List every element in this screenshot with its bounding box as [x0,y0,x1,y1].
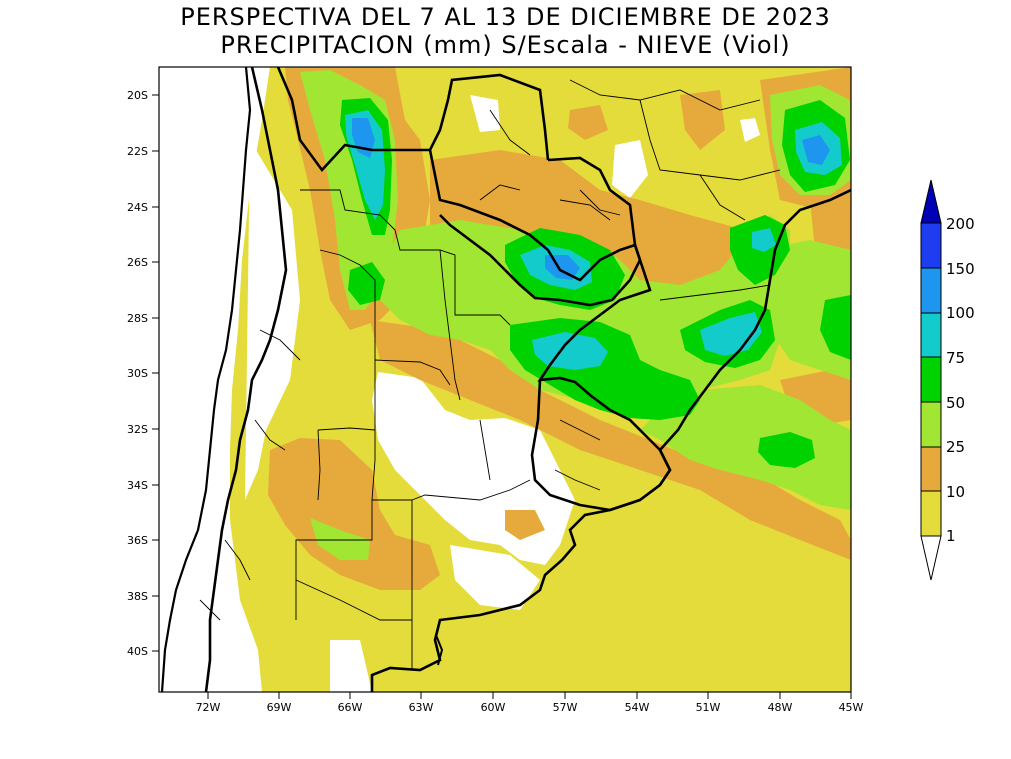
field-100-brazil [802,135,830,165]
legend-label: 10 [946,483,965,501]
map-title-line1: PERSPECTIVA DEL 7 AL 13 DE DICIEMBRE DE … [180,3,831,31]
lat-label: 24S [127,201,148,214]
map-title-line2: PRECIPITACION (mm) S/Escala - NIEVE (Vio… [220,31,791,59]
field-10-small-1 [568,105,608,140]
province-borders [199,79,781,670]
lon-label: 48W [768,701,793,714]
lon-label: 69W [267,701,292,714]
field-25-small [430,276,450,294]
field-white-south [330,640,372,692]
patagonia-coastline [434,619,444,666]
lon-label: 60W [481,701,506,714]
field-white-north-3 [740,118,760,142]
lat-label: 28S [127,312,148,325]
legend-swatch-1-10 [920,490,942,537]
field-white-north-2 [612,140,648,198]
legend-swatch-25-50 [920,401,942,448]
legend-swatch-75-100 [920,312,942,358]
lat-label: 30S [127,367,148,380]
legend-label: 25 [946,438,965,456]
legend-swatch-50-75 [920,356,942,403]
lon-label: 57W [553,701,578,714]
field-10-pampas-band [370,320,851,560]
map-field [159,67,851,692]
legend-label: 150 [946,260,975,278]
legend-label: 50 [946,394,965,412]
legend-label: 200 [946,215,975,233]
field-75-litoral [532,332,608,370]
field-white-southeast [450,545,540,610]
field-50-uy [758,432,815,468]
field-50-andes-south [348,262,385,305]
lon-axis: 72W 69W 66W 63W 60W 57W 54W 51W 48W 45W [196,692,864,714]
legend-swatch-150-200 [920,222,942,269]
field-25-atlantic [640,385,851,510]
field-25-cuyo [310,518,370,560]
map-frame [158,66,852,693]
lat-label: 36S [127,534,148,547]
field-white-north-1 [470,95,500,132]
field-75-sc [752,228,776,252]
lat-label: 22S [127,145,148,158]
lat-label: 20S [127,89,148,102]
legend-top-triangle [920,179,942,224]
legend-label: 100 [946,304,975,322]
lat-label: 34S [127,479,148,492]
pacific-coastline [160,67,252,692]
field-75-rs [700,312,762,356]
lat-axis: 20S 22S 24S 26S 28S 30S 32S 34S 36S 38S … [127,89,159,658]
legend-swatch-10-25 [920,446,942,492]
lat-label: 40S [127,645,148,658]
legend-label: 1 [946,527,956,545]
border-brazil-north [547,156,637,246]
field-white-west [159,67,270,692]
legend-labels: 200 150 100 75 50 25 10 1 [946,215,975,545]
lon-label: 66W [338,701,363,714]
field-10-cuyo [268,438,440,590]
lon-label: 72W [196,701,221,714]
legend-colorbar [920,179,942,581]
lon-label: 54W [625,701,650,714]
field-white-andes [245,140,300,500]
legend-bottom-triangle [920,535,942,581]
lat-label: 38S [127,590,148,603]
field-10-northeast [680,90,725,150]
field-50-atlantic [820,295,851,360]
field-10-small-2 [505,510,545,540]
lon-label: 51W [696,701,721,714]
andes-border [204,67,288,692]
legend-label: 75 [946,349,965,367]
legend-swatch-100-150 [920,267,942,314]
lat-label: 32S [127,423,148,436]
field-25-chaco [380,215,790,410]
lat-label: 26S [127,256,148,269]
lon-label: 63W [409,701,434,714]
lon-label: 45W [839,701,864,714]
